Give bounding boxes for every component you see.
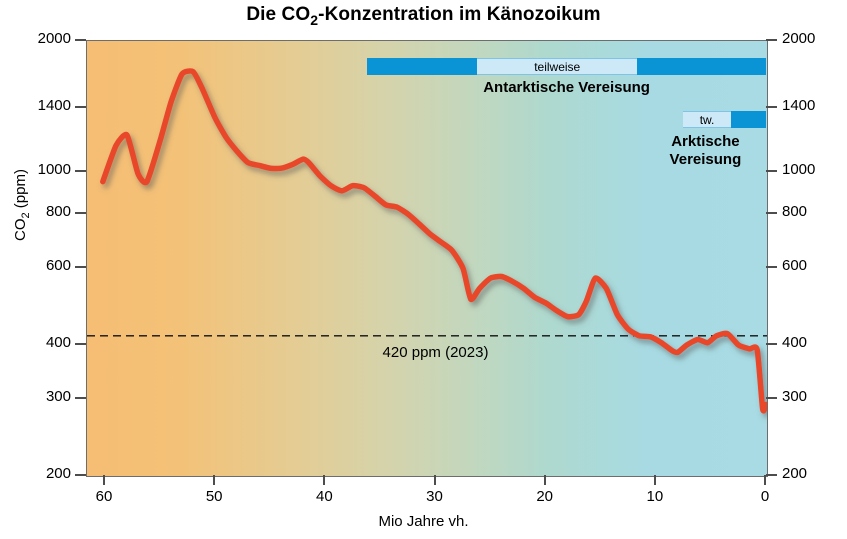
y-tick-right-800 bbox=[766, 212, 777, 215]
reference-line-label: 420 ppm (2023) bbox=[382, 343, 489, 361]
y-tick-label-left-400: 400 bbox=[45, 334, 71, 352]
y-tick-label-right-1400: 1400 bbox=[782, 97, 816, 115]
antarctic-partial-label: teilweise bbox=[534, 60, 581, 74]
x-tick-label-50: 50 bbox=[205, 488, 223, 505]
y-tick-label-left-800: 800 bbox=[45, 203, 71, 221]
y-tick-label-right-400: 400 bbox=[782, 334, 808, 352]
x-tick-50 bbox=[213, 475, 216, 485]
y-tick-label-left-200: 200 bbox=[45, 465, 71, 482]
x-tick-label-0: 0 bbox=[760, 488, 770, 505]
y-tick-right-1400 bbox=[766, 106, 777, 109]
antarctic-ice-bar: teilweise bbox=[367, 58, 766, 75]
antarctic-partial-ice-segment: teilweise bbox=[477, 58, 638, 75]
y-tick-right-1000 bbox=[766, 169, 777, 172]
y-tick-left-600 bbox=[75, 266, 86, 269]
y-tick-label-left-1000: 1000 bbox=[37, 160, 71, 178]
arctic-caption-line1: Arktische bbox=[671, 133, 740, 150]
y-tick-left-2000 bbox=[75, 39, 86, 41]
arctic-ice-caption: Arktische Vereisung bbox=[645, 133, 766, 169]
arctic-partial-label: tw. bbox=[699, 113, 715, 127]
x-tick-label-10: 10 bbox=[646, 488, 664, 505]
x-tick-10 bbox=[653, 475, 656, 485]
y-tick-left-400 bbox=[75, 343, 86, 346]
x-tick-30 bbox=[433, 475, 436, 485]
plot-svg bbox=[87, 68, 767, 414]
title-text-pre: Die CO bbox=[246, 4, 311, 25]
arctic-caption-line2: Vereisung bbox=[669, 151, 742, 168]
y-tick-label-right-800: 800 bbox=[782, 203, 808, 221]
y-tick-right-400 bbox=[766, 343, 777, 346]
x-tick-label-60: 60 bbox=[95, 488, 113, 505]
y-tick-right-200 bbox=[766, 474, 777, 476]
y-tick-right-300 bbox=[766, 397, 777, 400]
page-title: Die CO2-Konzentration im Känozoikum bbox=[0, 4, 847, 28]
x-tick-0 bbox=[764, 475, 766, 485]
y-tick-label-left-1400: 1400 bbox=[37, 97, 71, 115]
x-tick-label-40: 40 bbox=[315, 488, 333, 505]
y-tick-label-right-2000: 2000 bbox=[782, 30, 816, 47]
x-tick-40 bbox=[323, 475, 326, 485]
y-tick-left-800 bbox=[75, 212, 86, 215]
y-tick-label-left-2000: 2000 bbox=[37, 30, 71, 47]
co2-curve bbox=[100, 68, 767, 414]
x-axis-title: Mio Jahre vh. bbox=[378, 513, 469, 530]
title-text-post: -Konzentration im Känozoikum bbox=[318, 4, 601, 25]
y-tick-left-300 bbox=[75, 397, 86, 400]
arctic-ice-bar: tw. bbox=[683, 111, 766, 128]
plot-area: teilweise Antarktische Vereisung tw. Ark… bbox=[86, 40, 768, 477]
y-tick-label-left-300: 300 bbox=[45, 388, 71, 406]
antarctic-ice-caption: Antarktische Vereisung bbox=[483, 79, 650, 96]
x-tick-20 bbox=[543, 475, 546, 485]
title-subscript: 2 bbox=[310, 11, 319, 28]
y-tick-label-right-1000: 1000 bbox=[782, 160, 816, 178]
x-tick-60 bbox=[103, 475, 105, 485]
y-tick-label-right-200: 200 bbox=[782, 465, 808, 482]
x-tick-label-20: 20 bbox=[536, 488, 553, 505]
y-tick-left-200 bbox=[75, 474, 86, 476]
y-tick-label-left-600: 600 bbox=[45, 257, 71, 275]
y-tick-label-right-300: 300 bbox=[782, 388, 808, 406]
x-tick-label-30: 30 bbox=[426, 488, 443, 505]
y-tick-label-right-600: 600 bbox=[782, 257, 808, 275]
arctic-partial-ice-segment: tw. bbox=[683, 111, 731, 128]
y-tick-left-1400 bbox=[75, 106, 86, 109]
y-axis-title-pre: CO bbox=[12, 218, 29, 241]
y-tick-right-2000 bbox=[766, 39, 777, 41]
y-tick-left-1000 bbox=[75, 169, 86, 172]
y-tick-right-600 bbox=[766, 266, 777, 269]
